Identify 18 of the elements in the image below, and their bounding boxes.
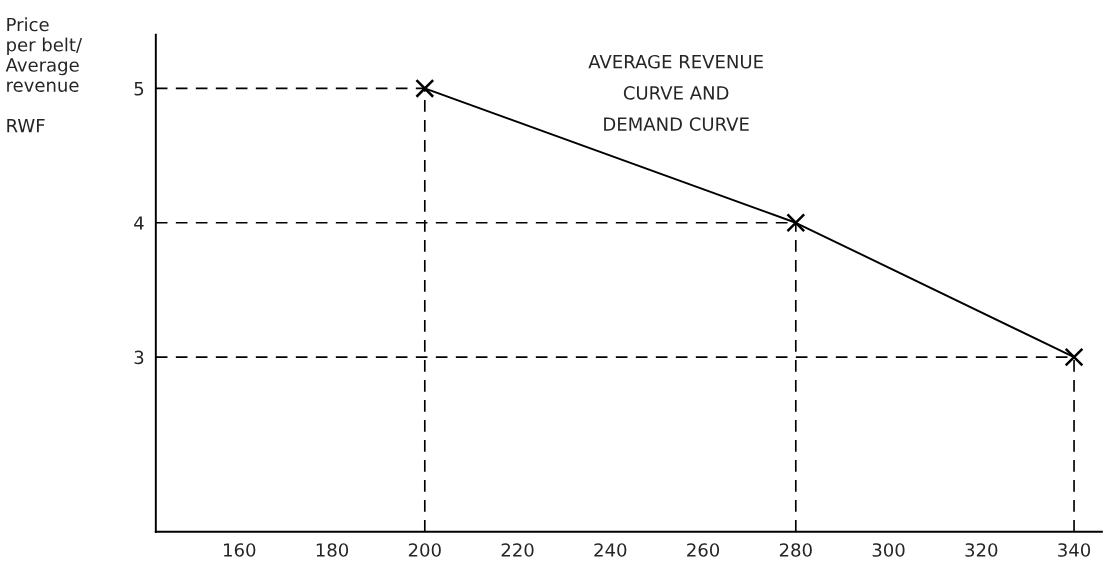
x-tick-label: 320: [965, 543, 998, 557]
x-tick-label: 200: [408, 543, 441, 557]
x-tick-label: 280: [779, 543, 812, 557]
y-tick-label: 5: [134, 82, 144, 96]
x-tick-label: 220: [501, 543, 534, 557]
point: [786, 213, 806, 233]
annotation: AVERAGE REVENUE CURVE AND DEMAND CURVE: [588, 54, 763, 131]
x-tick-label: 180: [316, 543, 349, 557]
point: [1064, 347, 1084, 367]
x-tick-label: 340: [1058, 543, 1091, 557]
point: [415, 78, 435, 98]
y-tick-label: 3: [134, 350, 144, 365]
x-tick-label: 240: [594, 543, 627, 557]
y-tick-label: 4: [134, 216, 144, 230]
text: Price per belt/ Average revenue RWF: [5, 17, 83, 133]
x-tick-label: 300: [872, 543, 905, 557]
x-tick-label: 160: [224, 543, 256, 557]
x-tick-label: 260: [687, 543, 720, 557]
